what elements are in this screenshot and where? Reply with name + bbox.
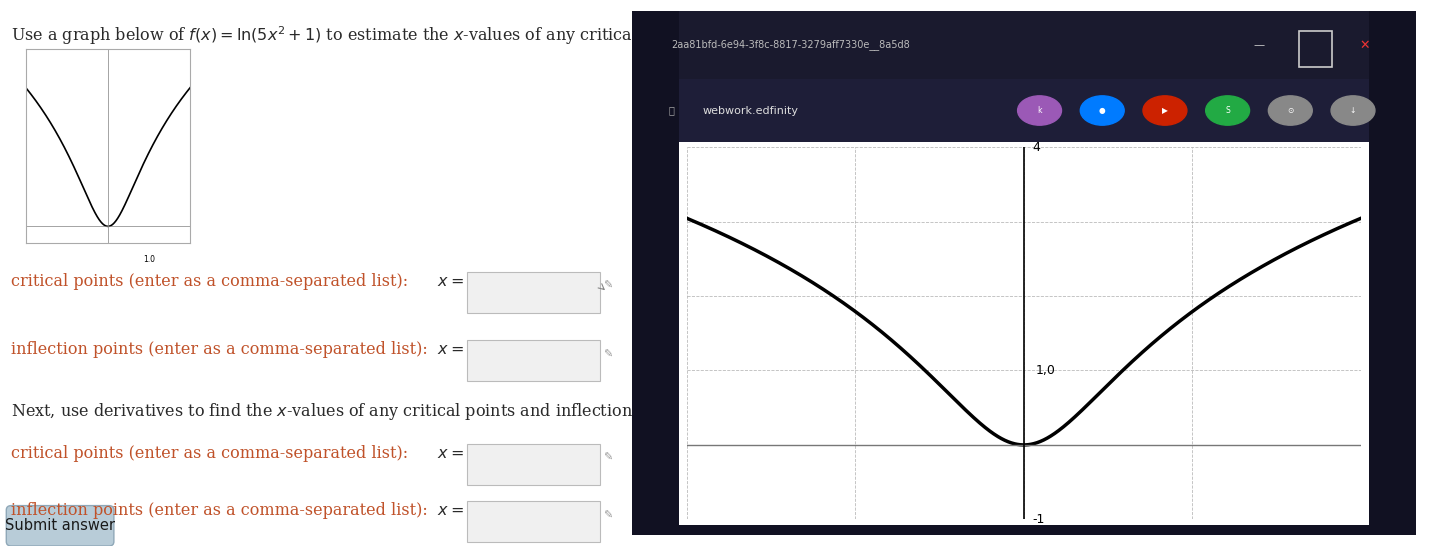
Text: ⊙: ⊙ bbox=[1287, 106, 1294, 115]
Text: 1,0: 1,0 bbox=[1035, 364, 1055, 377]
Text: -1: -1 bbox=[1032, 513, 1045, 526]
Text: ●: ● bbox=[1098, 106, 1105, 115]
Text: ✎: ✎ bbox=[603, 453, 612, 463]
Text: $x =$: $x =$ bbox=[438, 502, 465, 519]
Text: $x =$: $x =$ bbox=[438, 445, 465, 462]
Text: ✎: ✎ bbox=[603, 349, 612, 359]
Text: S: S bbox=[1226, 106, 1230, 115]
FancyBboxPatch shape bbox=[468, 272, 599, 313]
FancyBboxPatch shape bbox=[468, 501, 599, 542]
Text: critical points (enter as a comma-separated list):: critical points (enter as a comma-separa… bbox=[11, 445, 413, 462]
Text: —: — bbox=[1254, 40, 1264, 50]
Text: ▶: ▶ bbox=[1163, 106, 1168, 115]
Text: Submit answer: Submit answer bbox=[6, 518, 116, 533]
Text: ✎: ✎ bbox=[603, 281, 612, 291]
FancyBboxPatch shape bbox=[679, 142, 1369, 525]
FancyBboxPatch shape bbox=[1369, 11, 1416, 535]
FancyBboxPatch shape bbox=[632, 525, 1416, 535]
Text: k: k bbox=[1037, 106, 1042, 115]
Circle shape bbox=[1268, 96, 1313, 125]
Circle shape bbox=[1080, 96, 1124, 125]
FancyBboxPatch shape bbox=[6, 506, 114, 546]
Circle shape bbox=[1018, 96, 1061, 125]
Text: inflection points (enter as a comma-separated list):: inflection points (enter as a comma-sepa… bbox=[11, 502, 433, 519]
FancyBboxPatch shape bbox=[468, 340, 599, 381]
Text: 🔒: 🔒 bbox=[668, 105, 674, 116]
Text: ↓: ↓ bbox=[1350, 106, 1356, 115]
Text: Next, use derivatives to find the $x$-values of any critical points and inflecti: Next, use derivatives to find the $x$-va… bbox=[11, 401, 755, 422]
Text: inflection points (enter as a comma-separated list):: inflection points (enter as a comma-sepa… bbox=[11, 341, 433, 358]
FancyBboxPatch shape bbox=[632, 11, 1416, 79]
Text: critical points (enter as a comma-separated list):: critical points (enter as a comma-separa… bbox=[11, 273, 413, 290]
Text: ✕: ✕ bbox=[1360, 38, 1370, 51]
Text: 2aa81bfd-6e94-3f8c-8817-3279aff7330e__8a5d8: 2aa81bfd-6e94-3f8c-8817-3279aff7330e__8a… bbox=[671, 39, 909, 50]
Text: 1.0: 1.0 bbox=[143, 256, 154, 264]
Circle shape bbox=[1331, 96, 1376, 125]
Text: 4: 4 bbox=[1032, 141, 1040, 154]
Text: webwork.edfinity: webwork.edfinity bbox=[702, 105, 798, 116]
Circle shape bbox=[1143, 96, 1187, 125]
Text: ✎: ✎ bbox=[603, 511, 612, 520]
Circle shape bbox=[1205, 96, 1250, 125]
Text: Use a graph below of $f(x) = \ln(5x^2 + 1)$ to estimate the $x$-values of any cr: Use a graph below of $f(x) = \ln(5x^2 + … bbox=[11, 25, 922, 48]
FancyBboxPatch shape bbox=[632, 11, 679, 535]
FancyBboxPatch shape bbox=[632, 79, 1416, 142]
Text: $x =$: $x =$ bbox=[438, 341, 465, 358]
Text: $x =$: $x =$ bbox=[438, 273, 465, 290]
FancyBboxPatch shape bbox=[468, 444, 599, 485]
